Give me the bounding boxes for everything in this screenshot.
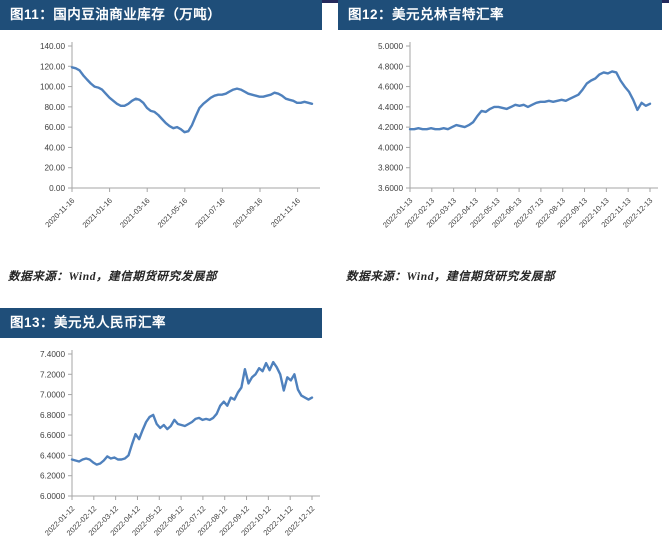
y-tick-label: 4.0000 — [378, 143, 403, 152]
figure-13-line-chart: 7.4000 7.2000 7.0000 6.8000 6.6000 6.4000 6.20… — [40, 350, 320, 538]
figure-13: 图13：美元兑人民币汇率 7.4000 7.2000 7.0000 6.8000 6.6… — [0, 308, 335, 551]
x-tick-label: 2021-09-16 — [231, 196, 264, 229]
x-tick-label: 2021-11-16 — [269, 196, 302, 229]
figure-12-header: 图12：美元兑林吉特汇率 — [338, 0, 662, 30]
y-tick-label: 80.00 — [45, 103, 66, 112]
y-tick-label: 6.0000 — [40, 492, 65, 501]
figure-12-title: 图12：美元兑林吉特汇率 — [348, 7, 505, 22]
y-tick-label: 7.2000 — [40, 370, 65, 379]
y-tick-label: 7.4000 — [40, 350, 65, 359]
y-tick-label: 5.0000 — [378, 42, 403, 51]
y-tick-label: 4.2000 — [378, 123, 403, 132]
figure-13-title: 图13：美元兑人民币汇率 — [10, 315, 167, 330]
y-tick-label: 120.00 — [40, 62, 65, 71]
figure-13-header: 图13：美元兑人民币汇率 — [0, 308, 322, 338]
x-tick-label: 2021-05-16 — [156, 196, 189, 229]
series-line — [408, 70, 652, 131]
y-tick-label: 4.6000 — [378, 83, 403, 92]
figure-11: 图11：国内豆油商业库存（万吨） 140.00 120.00 100.00 80.00… — [0, 0, 335, 284]
y-tick-label: 40.00 — [45, 143, 66, 152]
x-tick-label: 2020-11-16 — [43, 196, 76, 229]
x-tick-label: 2021-01-16 — [81, 196, 114, 229]
y-tick-label: 0.00 — [49, 184, 65, 193]
y-tick-label: 60.00 — [45, 123, 66, 132]
y-tick-label: 7.0000 — [40, 391, 65, 400]
figure-11-title: 图11：国内豆油商业库存（万吨） — [10, 7, 222, 22]
series-line — [70, 66, 314, 134]
figure-11-source: 数据来源：Wind，建信期货研究发展部 — [8, 271, 218, 283]
figure-12-line-chart: 5.0000 4.8000 4.6000 4.4000 4.2000 4.0000 3.80… — [378, 42, 658, 230]
y-tick-label: 6.2000 — [40, 472, 65, 481]
x-tick-label: 2021-03-16 — [118, 196, 151, 229]
figure-11-header: 图11：国内豆油商业库存（万吨） — [0, 0, 322, 30]
y-tick-label: 3.6000 — [378, 184, 403, 193]
y-tick-label: 4.4000 — [378, 103, 403, 112]
figure-11-line-chart: 140.00 120.00 100.00 80.00 60.00 40.00 20.00 0.… — [40, 42, 320, 230]
x-tick-label: 2021-07-16 — [193, 196, 226, 229]
y-tick-label: 4.8000 — [378, 62, 403, 71]
figure-12: 图12：美元兑林吉特汇率 5.0000 4.8000 4.6000 4.4000 4.2… — [338, 0, 669, 284]
series-line — [70, 360, 314, 466]
y-tick-label: 20.00 — [45, 164, 66, 173]
y-tick-label: 6.4000 — [40, 451, 65, 460]
y-tick-label: 100.00 — [40, 83, 65, 92]
y-tick-label: 6.8000 — [40, 411, 65, 420]
y-tick-label: 6.6000 — [40, 431, 65, 440]
y-tick-label: 140.00 — [40, 42, 65, 51]
page-top-stripe — [0, 0, 669, 3]
y-tick-label: 3.8000 — [378, 164, 403, 173]
figure-12-source: 数据来源：Wind，建信期货研究发展部 — [346, 271, 556, 283]
